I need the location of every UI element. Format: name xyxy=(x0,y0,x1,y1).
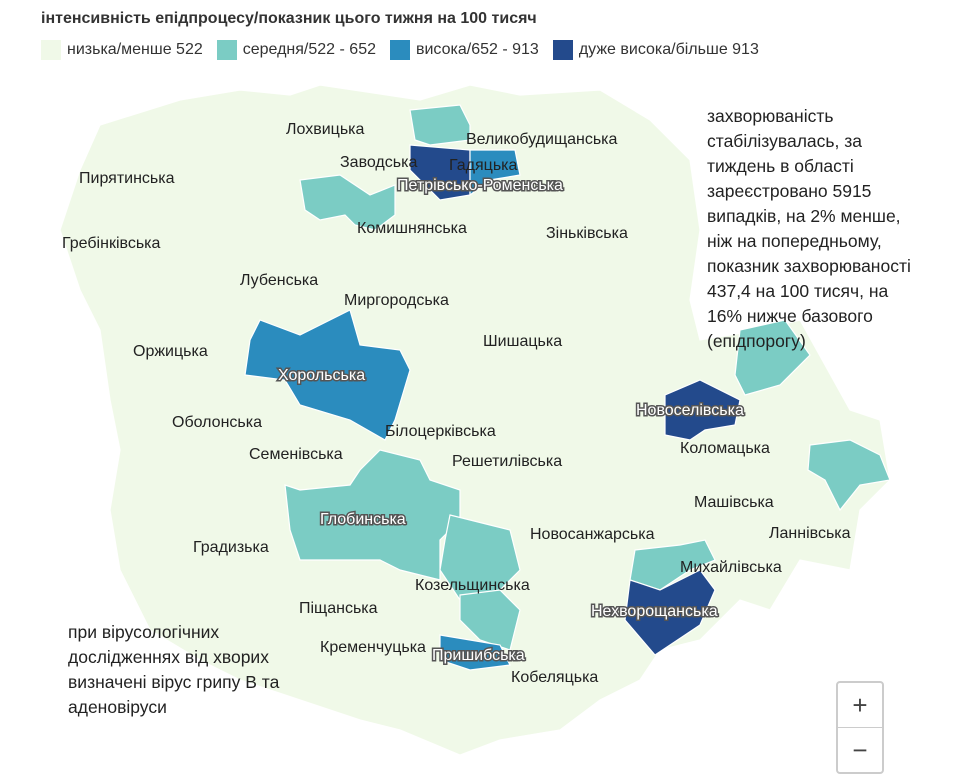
legend: низька/менше 522 середня/522 - 652 висок… xyxy=(41,40,759,60)
legend-label: низька/менше 522 xyxy=(67,41,203,58)
region-hlobynska[interactable] xyxy=(284,449,461,581)
region-label: Решетилівська xyxy=(452,453,562,470)
region-label: Новосанжарська xyxy=(530,526,655,543)
region-label: Кременчуцька xyxy=(320,639,426,656)
region-label: Шишацька xyxy=(483,333,562,350)
region-hadiatska[interactable] xyxy=(469,149,521,197)
region-lannivska[interactable] xyxy=(807,439,891,512)
legend-label: дуже висока/більше 913 xyxy=(578,41,759,58)
region-nekhvoroshchanska[interactable] xyxy=(624,569,716,656)
region-label: Коломацька xyxy=(680,440,770,457)
legend-swatch xyxy=(41,40,61,60)
region-label: Петрівсько-Роменська xyxy=(397,177,563,194)
region-label: Машівська xyxy=(694,494,774,511)
map[interactable]: Лохвицька Великобудищанська Заводська Га… xyxy=(0,0,977,755)
region-label: Пирятинська xyxy=(79,170,175,187)
legend-item: середня/522 - 652 xyxy=(216,40,376,60)
region-novoselivska[interactable] xyxy=(664,379,741,441)
region-label: Пришибська xyxy=(432,647,525,664)
region-komyshnianska[interactable] xyxy=(299,174,396,231)
legend-item: низька/менше 522 xyxy=(41,40,203,60)
region-label: Хорольська xyxy=(278,367,365,384)
region-label: Гребінківська xyxy=(62,235,161,252)
region-label: Ланнівська xyxy=(769,525,851,542)
annotation-left: при вірусологічних дослідженнях від хвор… xyxy=(68,622,280,717)
region-label: Кобеляцька xyxy=(511,669,598,686)
region-label: Миргородська xyxy=(344,292,449,309)
region-label: Михайлівська xyxy=(680,559,782,576)
map-title: інтенсивність епідпроцесу/показник цього… xyxy=(41,10,537,27)
region-label: Нехворощанська xyxy=(591,603,718,620)
legend-label: висока/652 - 913 xyxy=(415,41,539,58)
region-label: Семенівська xyxy=(249,446,343,463)
region-label: Піщанська xyxy=(299,600,378,617)
zoom-in-button[interactable]: + xyxy=(852,689,868,720)
region-pryshybska[interactable] xyxy=(439,634,511,671)
region-label: Козельщинська xyxy=(415,577,530,594)
region-label: Зіньківська xyxy=(546,225,628,242)
region-east-medium[interactable] xyxy=(734,319,811,396)
legend-item: дуже висока/більше 913 xyxy=(552,40,759,60)
zoom-controls: + − xyxy=(836,681,884,774)
region-label: Глобинська xyxy=(320,511,406,528)
region-label: Великобудищанська xyxy=(466,131,618,148)
region-khorolska[interactable] xyxy=(244,309,411,441)
region-label: Білоцерківська xyxy=(385,423,496,440)
region-label: Оболонська xyxy=(172,414,262,431)
legend-label: середня/522 - 652 xyxy=(242,41,376,58)
legend-swatch xyxy=(389,40,410,60)
region-kobeliatska[interactable] xyxy=(459,589,521,651)
zoom-out-button[interactable]: − xyxy=(838,727,882,772)
region-label: Заводська xyxy=(340,154,417,171)
legend-swatch xyxy=(216,40,237,60)
region-label: Градизька xyxy=(193,539,269,556)
annotation-right: захворюваність стабілізувалась, за тижде… xyxy=(707,106,911,351)
legend-swatch xyxy=(552,40,573,60)
legend-item: висока/652 - 913 xyxy=(389,40,539,60)
region-label: Лубенська xyxy=(240,272,318,289)
region-north-medium[interactable] xyxy=(409,104,471,146)
region-label: Оржицька xyxy=(133,343,208,360)
region-label: Лохвицька xyxy=(286,121,365,138)
region-label: Новоселівська xyxy=(636,402,744,419)
region-label: Гадяцька xyxy=(449,157,518,174)
region-label: Комишнянська xyxy=(357,220,467,237)
